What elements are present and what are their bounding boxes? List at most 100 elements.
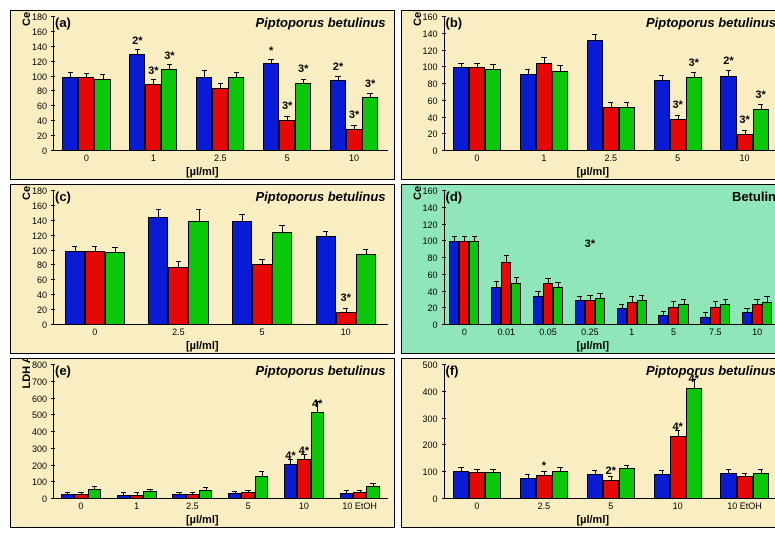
bar xyxy=(85,251,105,325)
bar xyxy=(94,79,110,151)
x-tick: 5 xyxy=(671,327,676,337)
annotation: 3* xyxy=(164,50,174,62)
x-axis-label: [µl/ml] xyxy=(186,514,219,526)
bar xyxy=(148,217,168,325)
bar xyxy=(129,54,145,151)
y-tick: 120 xyxy=(32,57,47,67)
y-tick: 60 xyxy=(427,270,437,280)
plot-area: 020406080100120140160012.55103*3*2*3*3* xyxy=(444,17,775,151)
bar xyxy=(520,478,536,499)
bar xyxy=(617,308,627,325)
x-tick: 0 xyxy=(78,501,83,511)
bar xyxy=(362,97,378,151)
y-tick: 20 xyxy=(427,303,437,313)
bar xyxy=(678,304,688,325)
x-tick: 0.25 xyxy=(581,327,599,337)
x-tick: 5 xyxy=(246,501,251,511)
y-tick: 400 xyxy=(32,427,47,437)
y-tick: 80 xyxy=(37,260,47,270)
x-tick: 0.05 xyxy=(539,327,557,337)
x-axis-label: [µl/ml] xyxy=(576,340,609,352)
y-tick: 0 xyxy=(42,320,47,330)
annotation: 4* xyxy=(672,421,682,433)
x-axis-label: [µl/ml] xyxy=(576,514,609,526)
y-tick: 300 xyxy=(32,444,47,454)
bar xyxy=(196,77,212,151)
annotation: 3* xyxy=(672,99,682,111)
bar xyxy=(720,76,736,151)
bar xyxy=(668,307,678,325)
bar xyxy=(469,67,485,151)
annotation: 3* xyxy=(298,63,308,75)
y-tick: 160 xyxy=(32,27,47,37)
y-tick: 500 xyxy=(32,410,47,420)
bar xyxy=(536,475,552,499)
annotation: 2* xyxy=(606,465,616,477)
plot-area: 02040608010012014016000.010.050.25157.51… xyxy=(444,191,775,325)
bar xyxy=(330,80,346,151)
y-tick: 0 xyxy=(42,494,47,504)
bar xyxy=(491,287,501,325)
bar xyxy=(78,77,94,151)
y-tick: 140 xyxy=(422,29,437,39)
bar xyxy=(603,480,619,499)
y-tick: 20 xyxy=(427,129,437,139)
x-tick: 10 xyxy=(740,153,750,163)
y-tick: 600 xyxy=(32,394,47,404)
annotation: * xyxy=(269,45,273,57)
x-axis-label: [µl/ml] xyxy=(186,166,219,178)
bar xyxy=(279,120,295,151)
annotation: 4* xyxy=(312,398,322,410)
y-tick: 60 xyxy=(427,96,437,106)
bar xyxy=(453,67,469,151)
annotation: * xyxy=(542,460,546,472)
bar xyxy=(130,495,143,499)
bar xyxy=(255,476,268,499)
annotation: 3* xyxy=(585,238,595,250)
x-tick: 7.5 xyxy=(709,327,722,337)
bar xyxy=(168,267,188,325)
y-tick: 300 xyxy=(422,414,437,424)
y-tick: 60 xyxy=(37,101,47,111)
y-tick: 40 xyxy=(37,116,47,126)
bar xyxy=(346,129,362,151)
bar xyxy=(543,283,553,325)
bar xyxy=(284,464,297,499)
y-tick: 500 xyxy=(422,360,437,370)
bar xyxy=(552,71,568,151)
bar xyxy=(272,232,292,325)
bar xyxy=(619,468,635,499)
annotation: 3* xyxy=(689,57,699,69)
x-tick: 2.5 xyxy=(172,327,185,337)
y-tick: 20 xyxy=(37,131,47,141)
x-tick: 10 EtOH xyxy=(727,501,762,511)
bar xyxy=(161,69,177,151)
annotation: 3* xyxy=(755,89,765,101)
annotation: 3* xyxy=(365,78,375,90)
panel-e: LDH Activity [mU/ml](e)Piptoporus betuli… xyxy=(10,358,395,528)
bar xyxy=(188,221,208,325)
bar xyxy=(297,459,310,499)
bar xyxy=(469,472,485,499)
annotation: 4* xyxy=(689,373,699,385)
bar xyxy=(88,489,101,499)
bar xyxy=(105,252,125,325)
x-tick: 1 xyxy=(134,501,139,511)
bar xyxy=(587,40,603,151)
y-tick: 180 xyxy=(32,12,47,22)
bar xyxy=(340,493,353,499)
bar xyxy=(311,412,324,499)
x-tick: 10 EtOH xyxy=(342,501,377,511)
y-tick: 0 xyxy=(42,146,47,156)
y-tick: 100 xyxy=(422,62,437,72)
y-tick: 100 xyxy=(422,236,437,246)
bar xyxy=(143,491,156,499)
y-tick: 160 xyxy=(32,201,47,211)
annotation: 3* xyxy=(349,109,359,121)
bar xyxy=(501,262,511,325)
y-tick: 0 xyxy=(432,146,437,156)
annotation: 2* xyxy=(723,55,733,67)
bar xyxy=(228,493,241,499)
bar xyxy=(619,107,635,151)
x-tick: 10 xyxy=(673,501,683,511)
